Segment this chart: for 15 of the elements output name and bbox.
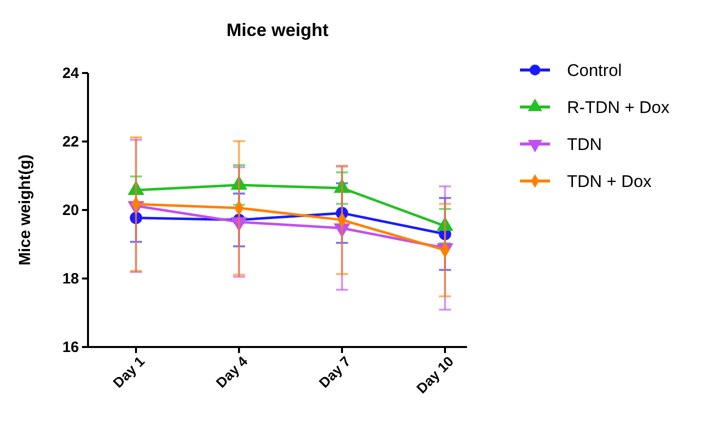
- chart-title: Mice weight: [226, 20, 329, 40]
- legend-label: R-TDN + Dox: [567, 98, 670, 117]
- y-tick-label: 24: [62, 64, 80, 82]
- legend-label: TDN + Dox: [567, 172, 652, 191]
- x-tick-label: Day 4: [212, 352, 251, 391]
- legend-label: TDN: [567, 134, 602, 154]
- y-tick-label: 20: [62, 202, 79, 219]
- legend-label: Control: [567, 60, 622, 80]
- x-tick-label: Day 7: [316, 352, 354, 391]
- y-axis-title: Mice weight(g): [17, 154, 34, 266]
- y-tick-label: 22: [62, 133, 79, 150]
- y-tick-label: 16: [62, 338, 79, 356]
- x-tick-label: Day 1: [110, 352, 148, 391]
- x-tick-label: Day 10: [413, 352, 457, 396]
- y-tick-label: 18: [62, 270, 79, 288]
